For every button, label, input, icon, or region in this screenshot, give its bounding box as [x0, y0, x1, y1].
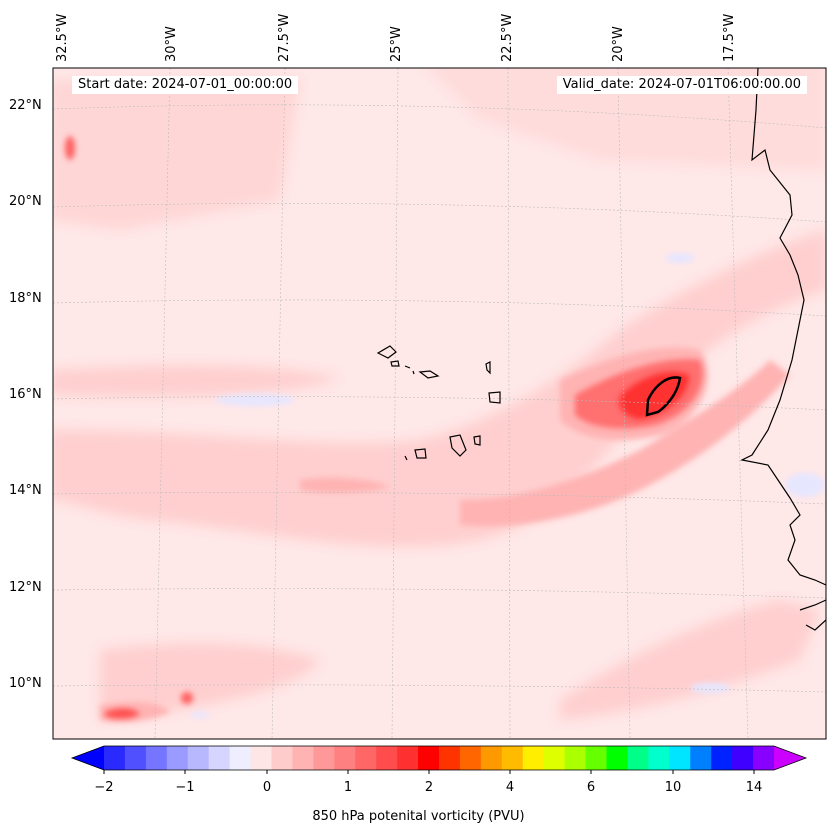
colorbar-tick: −1 — [175, 780, 195, 795]
pv-band-west — [53, 365, 340, 397]
pv-band-southeast — [560, 600, 820, 720]
colorbar-segment — [690, 746, 712, 770]
pv-core-inner — [618, 371, 690, 420]
lon-label: 17.5°W — [722, 13, 737, 62]
colorbar-segment — [334, 746, 356, 770]
colorbar-segment — [104, 746, 126, 770]
colorbar-segment — [271, 746, 293, 770]
colorbar-segment — [376, 746, 398, 770]
pv-core-southwest — [105, 708, 140, 719]
lat-label: 20°N — [9, 194, 42, 209]
start-date-label: Start date: 2024-07-01_00:00:00 — [72, 76, 299, 94]
colorbar-tick: 0 — [262, 780, 272, 795]
lat-label: 18°N — [9, 291, 42, 306]
colorbar-tick: 10 — [664, 780, 682, 795]
colorbar-segment — [480, 746, 503, 770]
colorbar-segment — [564, 746, 587, 770]
colorbar-segment — [627, 746, 649, 770]
colorbar-segment — [145, 746, 168, 770]
pv-field — [53, 68, 826, 739]
colorbar-tick: −2 — [94, 780, 114, 795]
cape-verde-islands — [376, 345, 501, 461]
lon-label: 30°W — [164, 26, 179, 62]
lat-label: 14°N — [9, 483, 42, 498]
colorbar-extend-high — [774, 746, 806, 770]
lat-label: 16°N — [9, 387, 42, 402]
map-frame — [52, 67, 827, 740]
colorbar-tick: 6 — [586, 780, 596, 795]
colorbar-tick: 2 — [424, 780, 434, 795]
neg-blob-4 — [665, 253, 695, 263]
colorbar-tick: 1 — [343, 780, 353, 795]
colorbar-segment — [732, 746, 754, 770]
colorbar-segment — [166, 746, 189, 770]
colorbar-segment — [124, 746, 147, 770]
lat-label: 10°N — [9, 676, 42, 691]
colorbar-extend-low — [72, 746, 104, 770]
colorbar-segment — [585, 746, 607, 770]
colorbar-segment — [313, 746, 335, 770]
neg-blob-3 — [785, 473, 825, 497]
colorbar-segment — [648, 746, 670, 770]
colorbar-segment — [229, 746, 252, 770]
colorbar — [70, 745, 808, 774]
neg-blob-2 — [690, 683, 730, 693]
colorbar-segment — [459, 746, 482, 770]
colorbar-segment — [208, 746, 231, 770]
lon-label: 22.5°W — [500, 13, 515, 62]
lon-label: 32.5°W — [55, 13, 70, 62]
colorbar-segment — [439, 746, 461, 770]
lat-label: 22°N — [9, 98, 42, 113]
neg-blob-1 — [215, 394, 295, 406]
colorbar-tick: 14 — [745, 780, 763, 795]
lon-label: 20°W — [611, 26, 626, 62]
valid-date-label: Valid_date: 2024-07-01T06:00:00.00 — [556, 76, 807, 94]
pv-band-north — [53, 80, 300, 230]
coastline — [740, 68, 826, 631]
colorbar-segment — [501, 746, 524, 770]
colorbar-segment — [711, 746, 733, 770]
pv-ridge-4 — [300, 477, 390, 494]
pv-band-southwest — [100, 643, 320, 720]
pv-band-main — [53, 230, 826, 547]
neg-blob-5 — [190, 712, 210, 718]
pv-contour-2pvu — [645, 376, 682, 417]
pv-ridge-1 — [460, 360, 790, 527]
colorbar-segment — [397, 746, 419, 770]
colorbar-title: 850 hPa potenital vorticity (PVU) — [312, 809, 525, 824]
colorbar-segment — [292, 746, 314, 770]
colorbar-segment — [187, 746, 210, 770]
pv-spot-north — [65, 136, 75, 160]
pv-spot — [181, 692, 193, 704]
colorbar-segment — [522, 746, 545, 770]
colorbar-segment — [669, 746, 691, 770]
colorbar-segment — [753, 746, 775, 770]
colorbar-segment — [543, 746, 566, 770]
lon-label: 27.5°W — [277, 13, 292, 62]
lat-label: 12°N — [9, 580, 42, 595]
colorbar-segment — [250, 746, 272, 770]
colorbar-segment — [606, 746, 628, 770]
colorbar-segment — [418, 746, 440, 770]
colorbar-tick: 4 — [505, 780, 515, 795]
lon-label: 25°W — [389, 26, 404, 62]
colorbar-segment — [355, 746, 377, 770]
